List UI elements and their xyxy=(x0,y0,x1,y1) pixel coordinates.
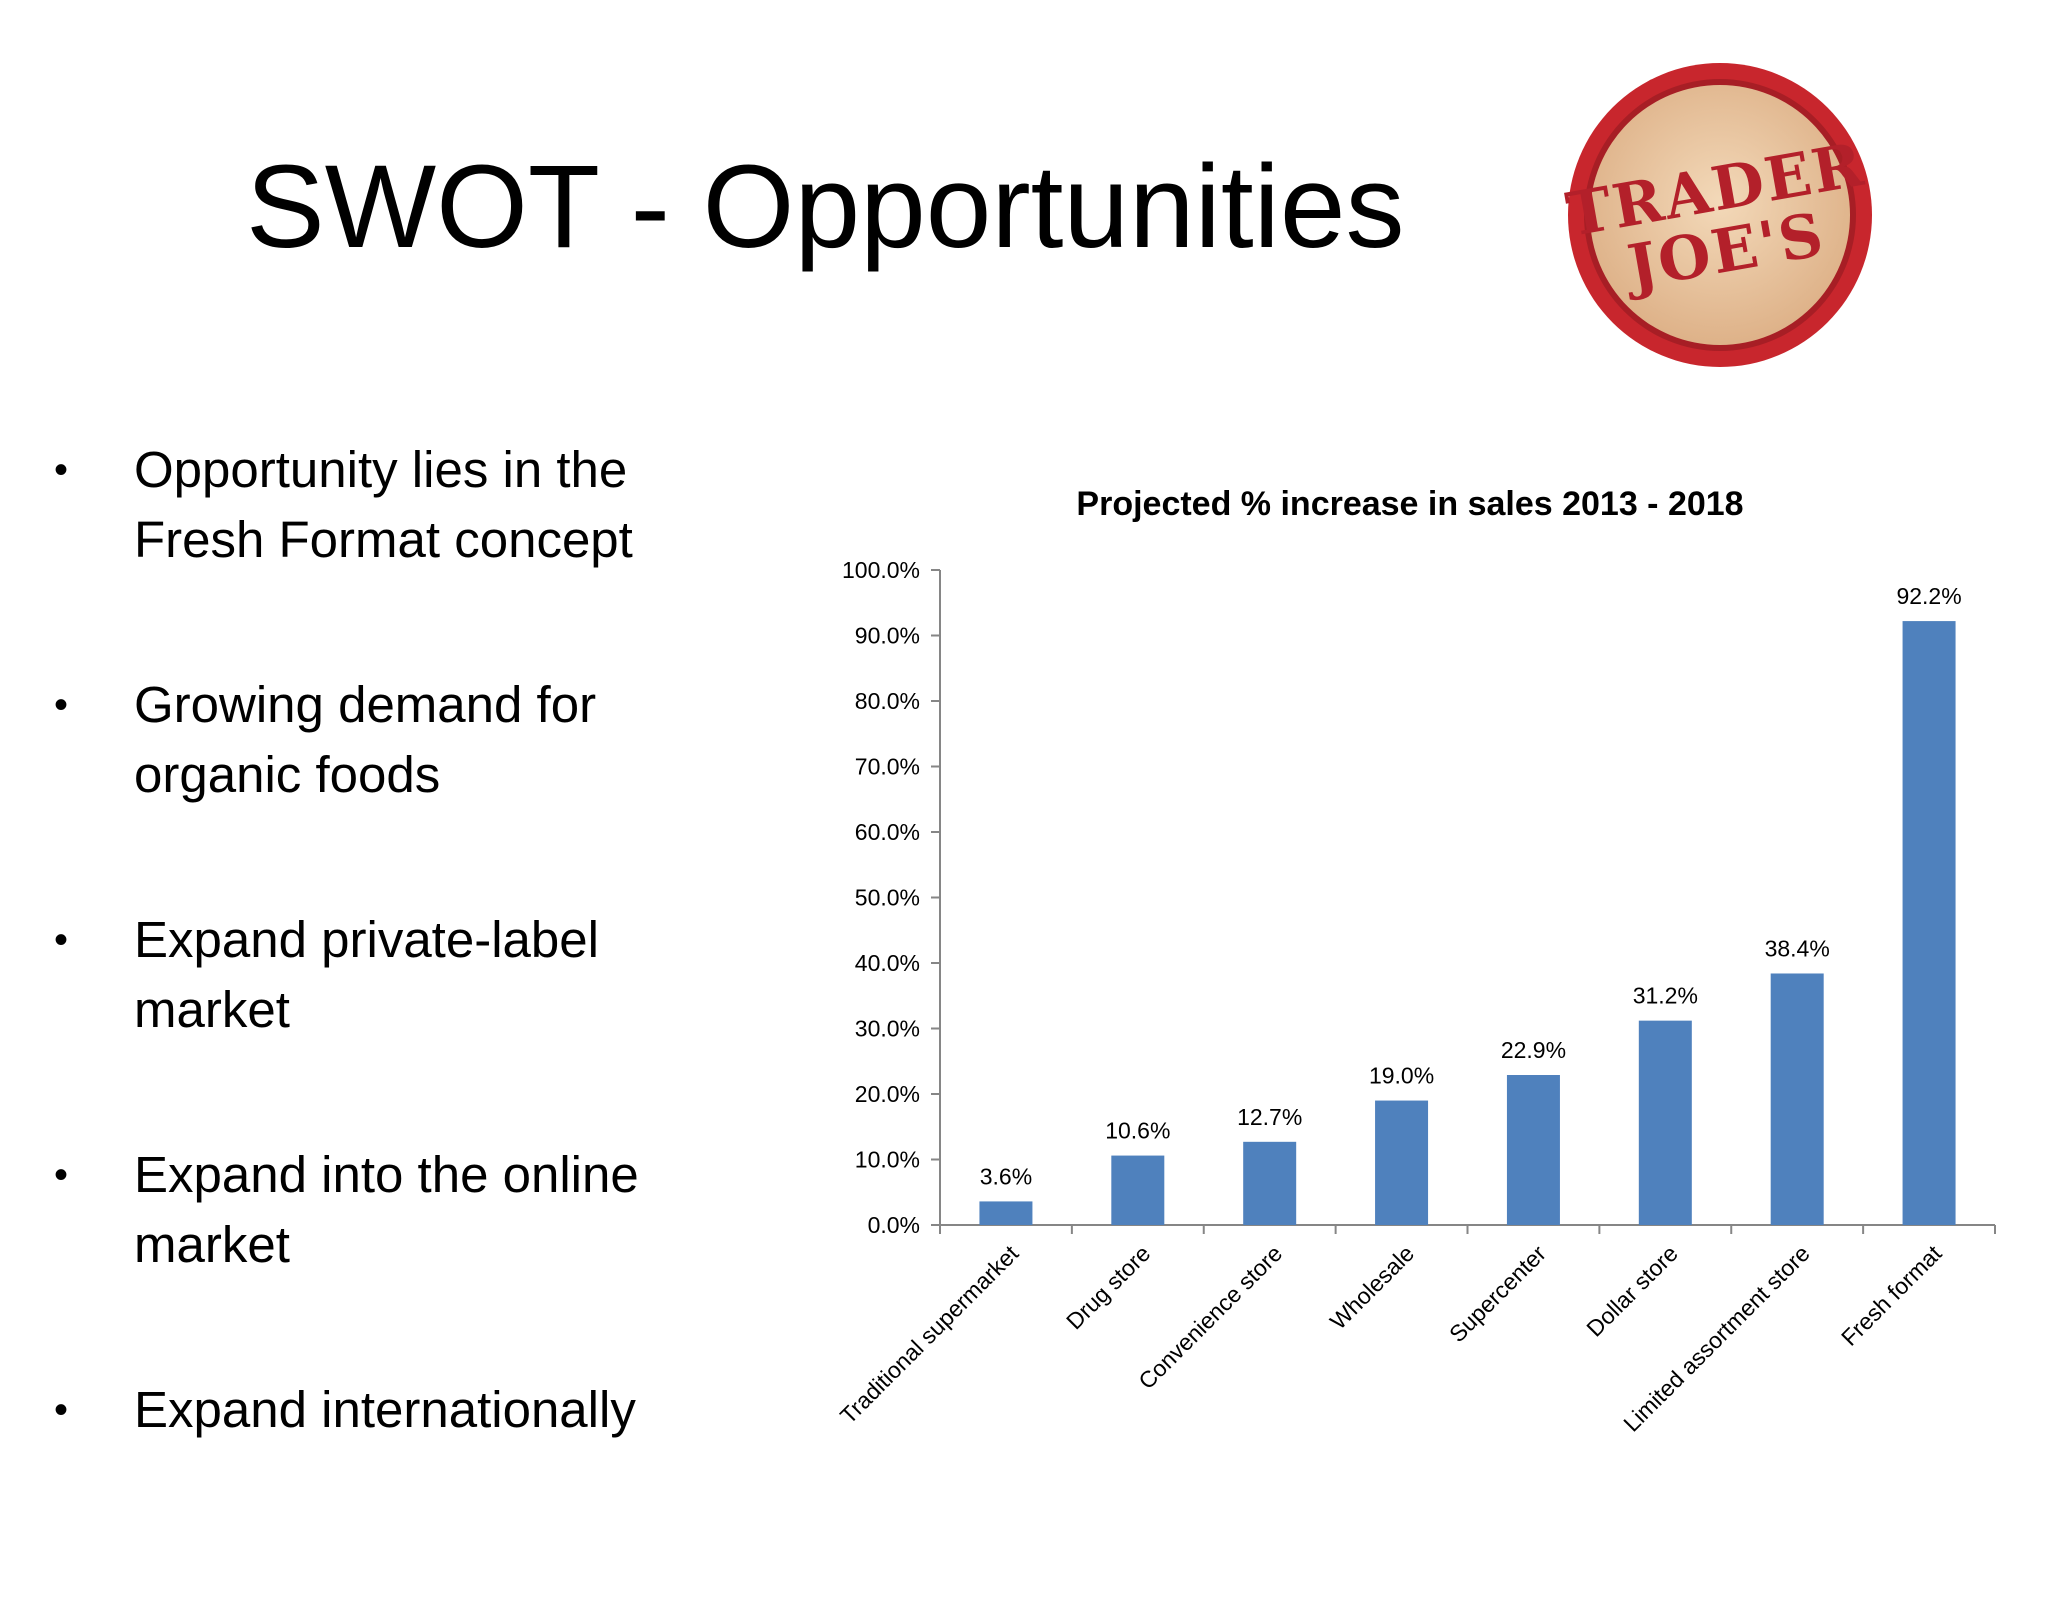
bullet-item: • Expand private-label market xyxy=(40,905,760,1140)
y-tick-label: 20.0% xyxy=(855,1081,920,1107)
y-tick-label: 30.0% xyxy=(855,1016,920,1042)
x-tick-label: Dollar store xyxy=(1581,1240,1683,1342)
bullet-dot: • xyxy=(54,448,69,492)
data-label: 31.2% xyxy=(1633,983,1698,1009)
y-tick-label: 70.0% xyxy=(855,754,920,780)
bar xyxy=(1111,1155,1165,1225)
bar xyxy=(1375,1100,1429,1225)
x-tick-label: Wholesale xyxy=(1325,1240,1419,1334)
y-tick-label: 90.0% xyxy=(855,623,920,649)
bullet-item: • Opportunity lies in the Fresh Format c… xyxy=(40,435,760,670)
bar xyxy=(1506,1075,1560,1225)
bar xyxy=(979,1201,1033,1225)
slide-title: SWOT - Opportunities xyxy=(246,141,1405,273)
y-tick-label: 0.0% xyxy=(868,1212,920,1238)
bullet-text-line1: Expand into the online xyxy=(134,1146,639,1203)
x-tick-label: Drug store xyxy=(1061,1240,1155,1334)
bullet-item: • Growing demand for organic foods xyxy=(40,670,760,905)
bar xyxy=(1770,973,1824,1225)
x-tick-label: Convenience store xyxy=(1133,1240,1287,1394)
y-tick-label: 50.0% xyxy=(855,885,920,911)
x-tick-label: Supercenter xyxy=(1444,1240,1551,1347)
bullet-dot: • xyxy=(54,683,69,727)
y-tick-label: 80.0% xyxy=(855,688,920,714)
data-label: 3.6% xyxy=(980,1163,1032,1189)
logo-inner-disc xyxy=(1590,85,1850,345)
bar xyxy=(1902,621,1956,1225)
data-label: 92.2% xyxy=(1896,583,1961,609)
bullet-text-line2: market xyxy=(134,981,290,1038)
x-tick-label: Traditional supermarket xyxy=(835,1240,1024,1429)
x-tick-label: Fresh format xyxy=(1836,1240,1947,1351)
y-tick-label: 40.0% xyxy=(855,950,920,976)
bullet-text-line2: organic foods xyxy=(134,746,441,803)
bullet-dot: • xyxy=(54,918,69,962)
bullet-text-line1: Expand private-label xyxy=(134,911,599,968)
bullet-list: • Opportunity lies in the Fresh Format c… xyxy=(40,435,760,1610)
data-label: 10.6% xyxy=(1105,1118,1170,1144)
bullet-item: • Expand into the online market xyxy=(40,1140,760,1375)
data-label: 19.0% xyxy=(1369,1063,1434,1089)
data-label: 22.9% xyxy=(1501,1037,1566,1063)
y-tick-label: 10.0% xyxy=(855,1147,920,1173)
bullet-text-line1: Growing demand for xyxy=(134,676,597,733)
data-label: 12.7% xyxy=(1237,1104,1302,1130)
bar xyxy=(1638,1020,1692,1225)
bullet-text-line2: Fresh Format concept xyxy=(134,511,633,568)
trader-joes-logo: TRADER JOE'S xyxy=(1562,63,1872,367)
plot-area: 0.0% 10.0% 20.0% 30.0% 40.0% 50.0% 60.0% 70.0% 8… xyxy=(835,557,1996,1437)
bar xyxy=(1243,1141,1297,1225)
bullet-dot: • xyxy=(54,1153,69,1197)
y-tick-label: 60.0% xyxy=(855,819,920,845)
bar-chart: Projected % increase in sales 2013 - 201… xyxy=(835,485,1996,1437)
bullet-dot: • xyxy=(54,1388,69,1432)
bullet-item: • Expand internationally xyxy=(40,1375,760,1610)
chart-title: Projected % increase in sales 2013 - 201… xyxy=(1076,485,1743,523)
bullet-text-line1: Opportunity lies in the xyxy=(134,441,628,498)
data-label: 38.4% xyxy=(1765,935,1830,961)
bullet-text-line1: Expand internationally xyxy=(134,1381,636,1438)
y-tick-label: 100.0% xyxy=(842,557,920,583)
bullet-text-line2: market xyxy=(134,1216,290,1273)
